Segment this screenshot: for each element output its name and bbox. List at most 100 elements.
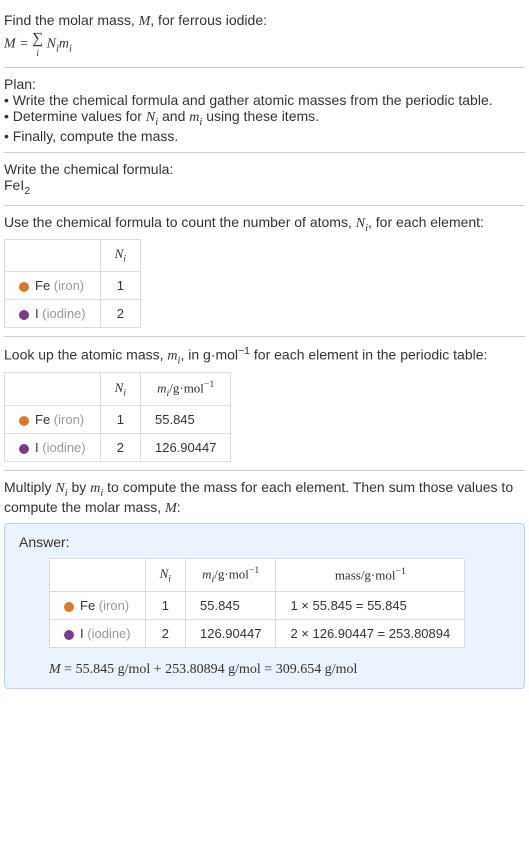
- intro-text-b: , for ferrous iodide:: [150, 12, 267, 28]
- n-cell: 2: [100, 434, 140, 462]
- formula-value: FeI2: [4, 177, 525, 197]
- col-N: N: [160, 566, 169, 581]
- element-name: (iodine): [42, 306, 85, 321]
- col-N-header: Ni: [100, 240, 140, 272]
- plan-bullet-3: • Finally, compute the mass.: [4, 128, 525, 144]
- col-N: N: [115, 380, 124, 395]
- formula-text: FeI: [4, 177, 24, 193]
- n-cell: 1: [100, 406, 140, 434]
- element-name: (iodine): [42, 440, 85, 455]
- m-cell: 126.90447: [141, 434, 231, 462]
- sigma-symbol: ∑: [32, 30, 43, 47]
- lookup-header-a: Look up the atomic mass,: [4, 347, 167, 363]
- element-cell: Fe (iron): [50, 592, 146, 620]
- answer-section: Multiply Ni by mi to compute the mass fo…: [4, 471, 525, 697]
- table-row: Fe (iron) 1 55.845 1 × 55.845 = 55.845: [50, 592, 465, 620]
- col-mass-header: mass/g·mol−1: [276, 559, 465, 592]
- mult-N: N: [55, 481, 64, 496]
- intro-equation: M = ∑i Nimi: [4, 30, 525, 59]
- eq-m: m: [59, 37, 69, 52]
- intro-line: Find the molar mass, M, for ferrous iodi…: [4, 12, 525, 30]
- final-M: M: [49, 662, 61, 677]
- col-mass-sup: −1: [395, 566, 405, 577]
- lookup-header-sup: −1: [238, 345, 250, 357]
- element-name: (iodine): [87, 626, 130, 641]
- eq-lhs: M =: [4, 37, 32, 52]
- element-swatch: [64, 602, 74, 612]
- n-cell: 2: [145, 620, 185, 648]
- count-header-a: Use the chemical formula to count the nu…: [4, 214, 356, 230]
- element-swatch: [19, 416, 29, 426]
- formula-sub: 2: [24, 185, 30, 197]
- mass-cell: 2 × 126.90447 = 253.80894: [276, 620, 465, 648]
- n-cell: 1: [145, 592, 185, 620]
- col-N-sub: i: [123, 388, 126, 399]
- element-name: (iron): [54, 278, 84, 293]
- lookup-header-b: , in g·mol: [180, 347, 238, 363]
- table-header-row: Ni: [5, 240, 141, 272]
- m-cell: 55.845: [141, 406, 231, 434]
- blank-header: [5, 240, 101, 272]
- count-section: Use the chemical formula to count the nu…: [4, 206, 525, 337]
- element-name: (iron): [54, 412, 84, 427]
- element-cell: I (iodine): [50, 620, 146, 648]
- element-swatch: [64, 630, 74, 640]
- final-equation: M = 55.845 g/mol + 253.80894 g/mol = 309…: [49, 662, 510, 678]
- element-cell: I (iodine): [5, 299, 101, 327]
- col-m: m: [157, 381, 166, 396]
- m-cell: 55.845: [186, 592, 276, 620]
- n-cell: 1: [100, 271, 140, 299]
- lookup-m: m: [167, 349, 177, 364]
- element-cell: I (iodine): [5, 434, 101, 462]
- mult-d: :: [177, 499, 181, 515]
- table-header-row: Ni mi/g·mol−1 mass/g·mol−1: [50, 559, 465, 592]
- plan-header: Plan:: [4, 76, 525, 92]
- eq-N: N: [47, 37, 56, 52]
- lookup-table: Ni mi/g·mol−1 Fe (iron) 1 55.845 I (iodi…: [4, 372, 231, 462]
- plan-bullet-1: • Write the chemical formula and gather …: [4, 92, 525, 108]
- intro-text-a: Find the molar mass,: [4, 12, 139, 28]
- element-swatch: [19, 310, 29, 320]
- intro-var-M: M: [139, 14, 151, 29]
- sigma-wrap: ∑i: [32, 30, 43, 59]
- element-cell: Fe (iron): [5, 271, 101, 299]
- element-cell: Fe (iron): [5, 406, 101, 434]
- formula-section: Write the chemical formula: FeI2: [4, 153, 525, 206]
- blank-header: [5, 373, 101, 406]
- table-row: I (iodine) 2: [5, 299, 141, 327]
- table-row: I (iodine) 2 126.90447 2 × 126.90447 = 2…: [50, 620, 465, 648]
- col-munit-sup: −1: [249, 565, 259, 576]
- multiply-text: Multiply Ni by mi to compute the mass fo…: [4, 479, 525, 517]
- element-swatch: [19, 282, 29, 292]
- col-N-sub: i: [168, 573, 171, 584]
- formula-header: Write the chemical formula:: [4, 161, 525, 177]
- plan-N: N: [146, 110, 155, 125]
- element-swatch: [19, 444, 29, 454]
- count-N: N: [356, 216, 365, 231]
- count-header: Use the chemical formula to count the nu…: [4, 214, 525, 234]
- col-N-sub: i: [123, 254, 126, 265]
- mult-m: m: [90, 481, 100, 496]
- col-munit: /g·mol: [214, 566, 249, 581]
- element-sym: Fe: [35, 278, 50, 293]
- lookup-header: Look up the atomic mass, mi, in g·mol−1 …: [4, 345, 525, 366]
- plan-b2a: • Determine values for: [4, 108, 146, 124]
- element-sym: I: [35, 306, 39, 321]
- col-N: N: [115, 246, 124, 261]
- plan-bullet-2: • Determine values for Ni and mi using t…: [4, 108, 525, 128]
- mult-a: Multiply: [4, 479, 55, 495]
- answer-box: Answer: Ni mi/g·mol−1 mass/g·mol−1 Fe (i…: [4, 523, 525, 689]
- table-header-row: Ni mi/g·mol−1: [5, 373, 231, 406]
- col-m: m: [202, 566, 211, 581]
- lookup-header-c: for each element in the periodic table:: [250, 347, 487, 363]
- plan-m: m: [189, 110, 199, 125]
- element-sym: Fe: [35, 412, 50, 427]
- answer-label: Answer:: [19, 534, 510, 550]
- answer-table: Ni mi/g·mol−1 mass/g·mol−1 Fe (iron) 1 5…: [49, 558, 465, 648]
- table-row: Fe (iron) 1: [5, 271, 141, 299]
- table-row: I (iodine) 2 126.90447: [5, 434, 231, 462]
- element-sym: I: [80, 626, 84, 641]
- blank-header: [50, 559, 146, 592]
- count-table: Ni Fe (iron) 1 I (iodine) 2: [4, 239, 141, 328]
- final-eq-text: = 55.845 g/mol + 253.80894 g/mol = 309.6…: [61, 662, 358, 677]
